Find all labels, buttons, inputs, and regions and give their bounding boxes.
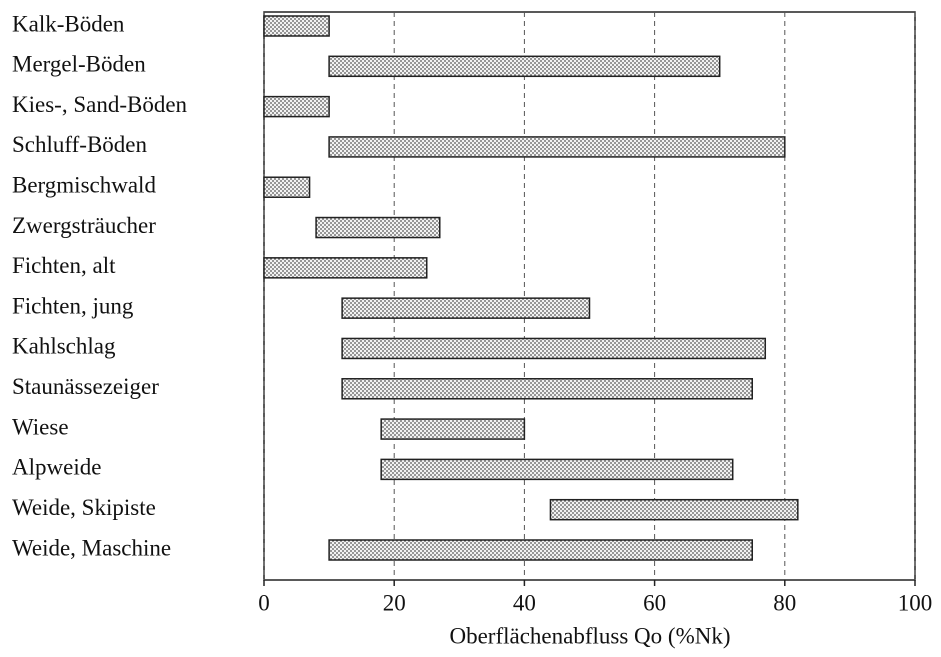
y-tick-label: Weide, Maschine <box>12 535 171 560</box>
bar <box>549 498 799 521</box>
y-tick-label: Kahlschlag <box>12 334 116 359</box>
y-tick-label: Wiese <box>12 414 69 439</box>
y-tick-label: Kalk-Böden <box>12 11 125 36</box>
bar <box>341 297 591 319</box>
y-tick-label: Schluff-Böden <box>12 132 148 157</box>
bar <box>263 15 330 37</box>
bar <box>328 55 721 78</box>
x-axis-label: Oberflächenabfluss Qo (%Nk) <box>449 623 730 648</box>
y-tick-label: Kies-, Sand-Böden <box>12 92 188 117</box>
bar <box>263 95 330 118</box>
y-tick-label: Bergmischwald <box>12 173 156 198</box>
bar <box>341 337 767 360</box>
plot-frame <box>263 11 916 581</box>
x-tick-label: 40 <box>513 590 536 615</box>
y-tick-label: Weide, Skipiste <box>12 495 156 520</box>
bar <box>341 378 753 400</box>
bar <box>380 458 734 481</box>
bar <box>328 539 753 561</box>
x-tick-label: 0 <box>258 590 270 615</box>
bar <box>328 136 786 158</box>
y-tick-label: Mergel-Böden <box>12 52 146 77</box>
x-tick-label: 80 <box>773 590 796 615</box>
x-tick-label: 100 <box>898 590 933 615</box>
bar <box>315 216 441 239</box>
x-tick-label: 20 <box>383 590 406 615</box>
y-tick-label: Fichten, alt <box>12 253 116 278</box>
x-tick-label: 60 <box>643 590 666 615</box>
bar <box>263 257 428 279</box>
bar <box>263 176 311 198</box>
y-tick-label: Alpweide <box>12 455 101 480</box>
bar <box>380 418 526 440</box>
y-tick-label: Staunässezeiger <box>12 374 159 399</box>
y-tick-label: Fichten, jung <box>12 293 134 318</box>
y-tick-label: Zwergsträucher <box>12 213 156 238</box>
